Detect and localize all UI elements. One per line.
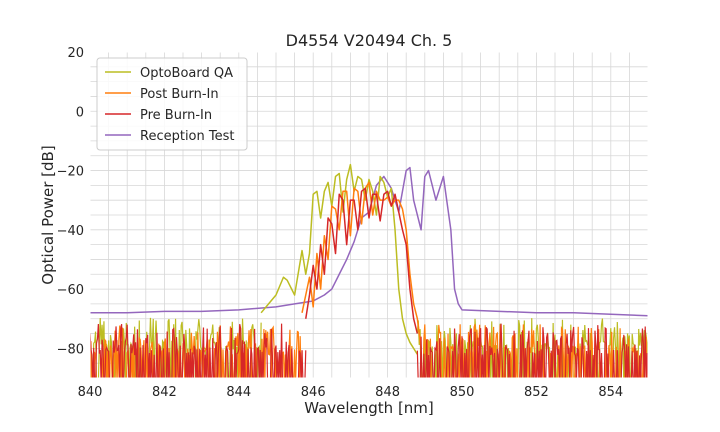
x-tick-label: 846 xyxy=(301,385,326,400)
legend-box xyxy=(96,57,248,151)
x-tick-label: 840 xyxy=(78,385,103,400)
series-line-pre-burn-in xyxy=(305,187,419,334)
y-tick-label: −60 xyxy=(57,283,84,298)
y-tick-label: −40 xyxy=(57,224,84,239)
series-line-post-burn-in xyxy=(301,181,422,349)
plot-frame xyxy=(89,51,649,379)
legend-item: Reception Test xyxy=(105,129,234,144)
y-tick-label: 20 xyxy=(67,46,84,61)
y-tick-label: −80 xyxy=(57,342,84,357)
legend-item: OptoBoard QA xyxy=(105,66,233,81)
chart-title: D4554 V20494 Ch. 5 xyxy=(286,31,453,50)
series-pre-burn-in xyxy=(90,187,648,378)
x-axis-label: Wavelength [nm] xyxy=(304,399,434,417)
legend-item: Post Burn-In xyxy=(105,87,219,102)
x-tick-label: 848 xyxy=(375,385,400,400)
x-tick-label: 852 xyxy=(524,385,549,400)
legend-label: OptoBoard QA xyxy=(140,66,233,81)
y-axis-label: Optical Power [dB] xyxy=(39,145,57,284)
series-noise-pre-burn-in xyxy=(416,323,648,378)
series-noise-optoboard-qa xyxy=(90,317,262,378)
y-tick-label: −20 xyxy=(57,165,84,180)
series-noise-pre-burn-in xyxy=(90,323,307,378)
series-line-optoboard-qa xyxy=(260,163,418,355)
legend-label: Pre Burn-In xyxy=(140,108,212,123)
y-tick-label: 0 xyxy=(76,105,84,120)
legend-label: Post Burn-In xyxy=(140,87,219,102)
legend: OptoBoard QA Post Burn-In Pre Burn-In Recep… xyxy=(96,57,248,151)
x-tick-label: 842 xyxy=(152,385,177,400)
x-tick-label: 844 xyxy=(226,385,251,400)
legend-label: Reception Test xyxy=(140,129,234,144)
series-layer xyxy=(90,163,648,378)
x-tick-label: 850 xyxy=(450,385,475,400)
x-axis-ticks: 840 842 844 846 848 850 852 854 xyxy=(78,385,624,400)
x-tick-label: 854 xyxy=(598,385,623,400)
legend-item: Pre Burn-In xyxy=(105,108,212,123)
y-axis-ticks: −80 −60 −40 −20 0 20 xyxy=(57,46,84,357)
